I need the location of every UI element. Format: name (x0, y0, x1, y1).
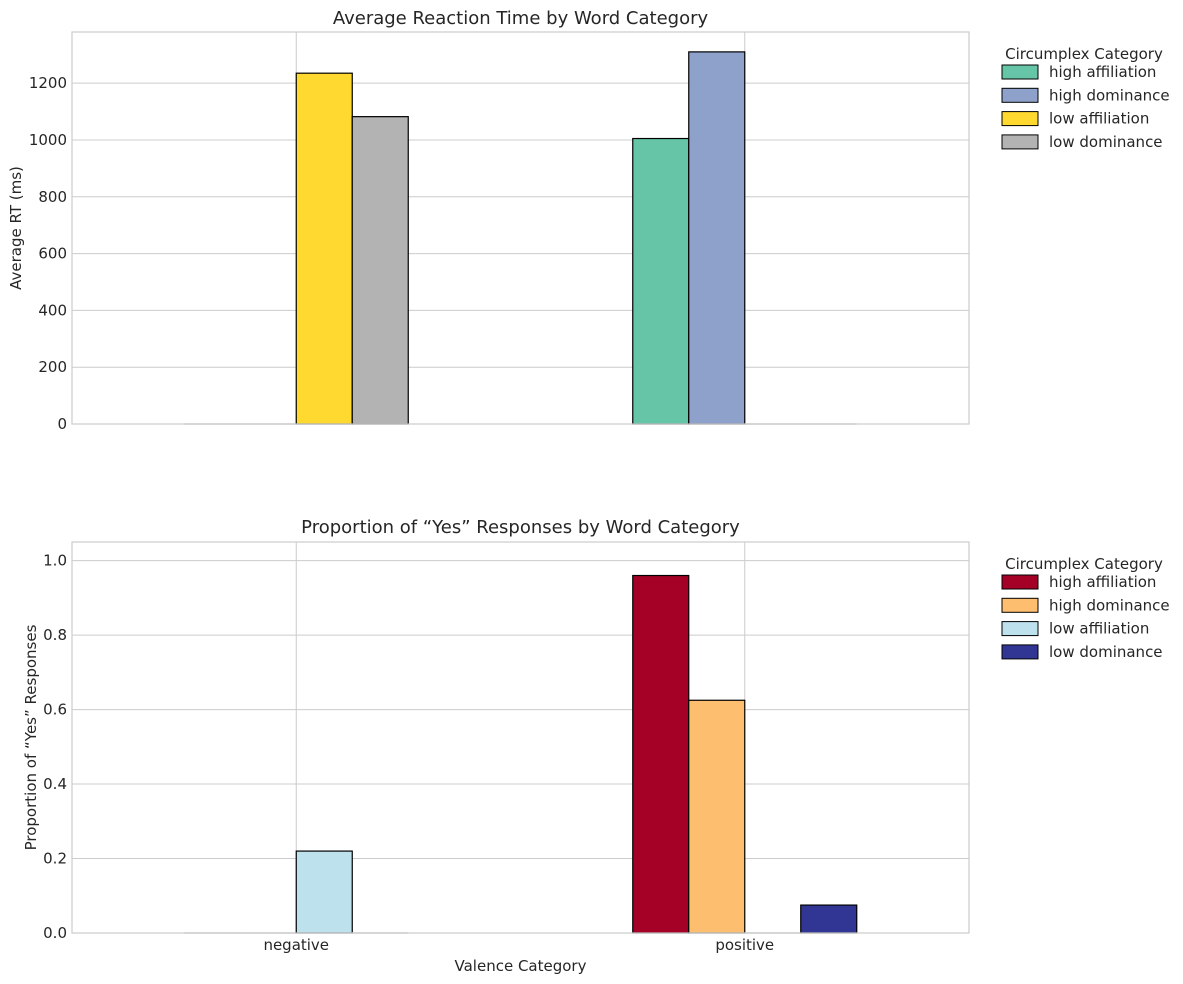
legend-label-low-affiliation: low affiliation (1049, 110, 1149, 128)
y-axis-label: Proportion of “Yes” Responses (22, 624, 40, 850)
legend-swatch-low-dominance (1001, 644, 1039, 660)
x-tick-label: negative (263, 936, 329, 954)
bar-low-affiliation-negative (295, 850, 353, 934)
y-tick-label: 0.6 (43, 701, 67, 719)
bar-high-dominance-positive (688, 699, 746, 934)
y-tick-label: 0.4 (43, 775, 67, 793)
legend-label-low-dominance: low dominance (1049, 643, 1163, 661)
bar-low-affiliation-negative (295, 72, 353, 425)
legend-swatch-low-dominance (1001, 134, 1039, 150)
y-tick-label: 400 (38, 301, 67, 319)
bar-low-dominance-positive (800, 904, 858, 934)
chart-title: Average Reaction Time by Word Category (333, 8, 709, 29)
plot-frame (71, 31, 970, 425)
plot-frame (71, 541, 970, 934)
bar-high-dominance-positive (688, 51, 746, 425)
bar-low-dominance-negative (351, 116, 409, 425)
y-tick-label: 0.8 (43, 626, 67, 644)
legend-swatch-high-dominance (1001, 597, 1039, 613)
legend-title: Circumplex Category (1005, 45, 1163, 63)
bar-high-affiliation-positive (632, 574, 690, 934)
bar-high-affiliation-positive (632, 137, 690, 425)
y-tick-label: 200 (38, 358, 67, 376)
legend-label-low-dominance: low dominance (1049, 133, 1163, 151)
y-axis-label: Average RT (ms) (7, 166, 25, 290)
legend-label-high-affiliation: high affiliation (1049, 63, 1156, 81)
chart-title: Proportion of “Yes” Responses by Word Ca… (301, 517, 740, 538)
legend-swatch-low-affiliation (1001, 111, 1039, 127)
y-tick-label: 800 (38, 188, 67, 206)
y-tick-label: 0.0 (43, 924, 67, 942)
x-tick-label: positive (715, 936, 774, 954)
y-tick-label: 0.2 (43, 850, 67, 868)
y-tick-label: 1.0 (43, 552, 67, 570)
legend-label-high-dominance: high dominance (1049, 596, 1170, 614)
y-tick-label: 600 (38, 245, 67, 263)
y-tick-label: 1200 (29, 74, 67, 92)
legend-swatch-high-affiliation (1001, 64, 1039, 80)
y-tick-label: 0 (57, 415, 67, 433)
legend-title: Circumplex Category (1005, 555, 1163, 573)
yes-proportion-chart: 0.0 0.2 0.4 0.6 0.8 1.0 negative positive Propor… (22, 517, 1170, 975)
legend-swatch-high-affiliation (1001, 574, 1039, 590)
reaction-time-chart: 0 200 400 600 800 1000 1200 Average Reaction Ti… (7, 8, 1170, 433)
y-tick-label: 1000 (29, 131, 67, 149)
x-axis-label: Valence Category (455, 957, 587, 975)
legend-swatch-low-affiliation (1001, 621, 1039, 637)
legend-swatch-high-dominance (1001, 87, 1039, 103)
legend-label-low-affiliation: low affiliation (1049, 620, 1149, 638)
legend-label-high-dominance: high dominance (1049, 86, 1170, 104)
legend-label-high-affiliation: high affiliation (1049, 573, 1156, 591)
